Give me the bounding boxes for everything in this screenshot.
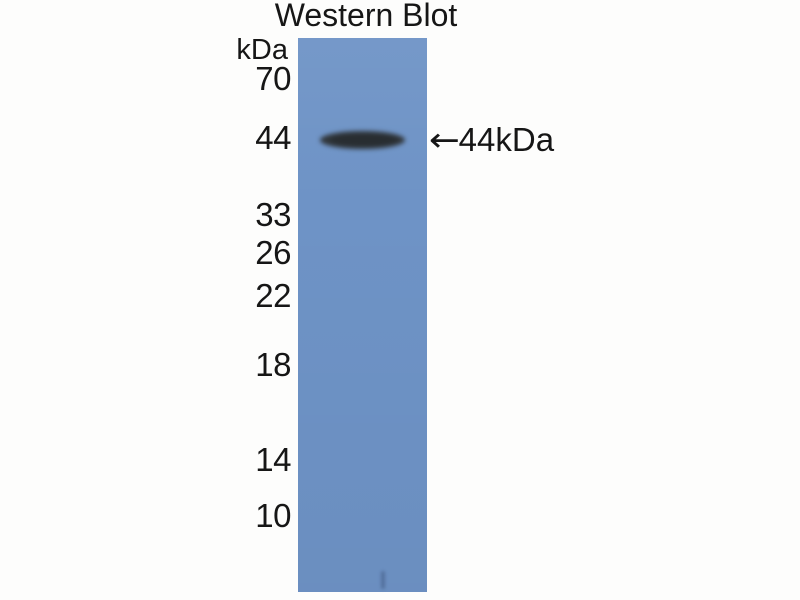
ladder-marker-44: 44 bbox=[255, 119, 291, 156]
ladder-marker-33: 33 bbox=[255, 196, 291, 233]
band-callout: ←44kDa bbox=[429, 123, 554, 156]
gel-artifact-smudge bbox=[381, 571, 385, 589]
protein-band-core bbox=[330, 134, 399, 146]
ladder-marker-70: 70 bbox=[255, 60, 291, 97]
protein-band bbox=[320, 131, 405, 149]
left-arrow-icon: ← bbox=[429, 120, 460, 159]
ladder-marker-22: 22 bbox=[255, 277, 291, 314]
gel-lane bbox=[298, 38, 427, 592]
ladder-marker-18: 18 bbox=[255, 346, 291, 383]
ladder-marker-14: 14 bbox=[255, 441, 291, 478]
ladder-marker-26: 26 bbox=[255, 234, 291, 271]
unit-label-kda: kDa bbox=[236, 34, 288, 66]
band-callout-label: 44kDa bbox=[458, 121, 555, 158]
ladder-marker-10: 10 bbox=[255, 497, 291, 534]
figure-title: Western Blot bbox=[274, 0, 458, 33]
